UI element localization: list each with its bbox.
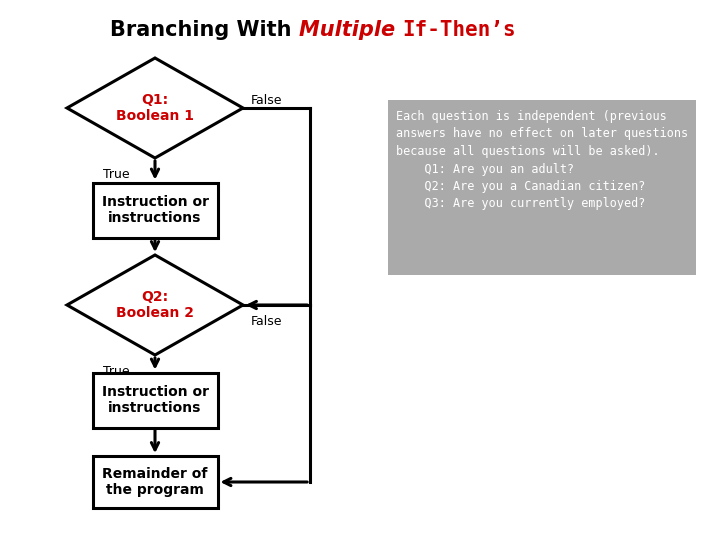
Text: Multiple: Multiple (299, 20, 402, 40)
Polygon shape (67, 255, 243, 355)
Bar (92, 373, 217, 428)
Text: Branching With: Branching With (110, 20, 299, 40)
Text: False: False (251, 315, 282, 328)
Polygon shape (67, 58, 243, 158)
Text: Q2:
Boolean 2: Q2: Boolean 2 (116, 290, 194, 320)
Text: True: True (104, 168, 130, 181)
Text: Instruction or
instructions: Instruction or instructions (102, 195, 209, 225)
Text: Remainder of
the program: Remainder of the program (102, 467, 207, 497)
Text: If-Then’s: If-Then’s (402, 20, 516, 40)
Bar (92, 456, 217, 508)
Bar (92, 183, 217, 238)
Bar (388, 100, 696, 275)
Text: Instruction or
instructions: Instruction or instructions (102, 385, 209, 415)
Text: Each question is independent (previous
answers have no effect on later questions: Each question is independent (previous a… (396, 110, 688, 211)
Text: False: False (251, 93, 282, 106)
Text: Q1:
Boolean 1: Q1: Boolean 1 (116, 93, 194, 123)
Text: True: True (104, 365, 130, 378)
